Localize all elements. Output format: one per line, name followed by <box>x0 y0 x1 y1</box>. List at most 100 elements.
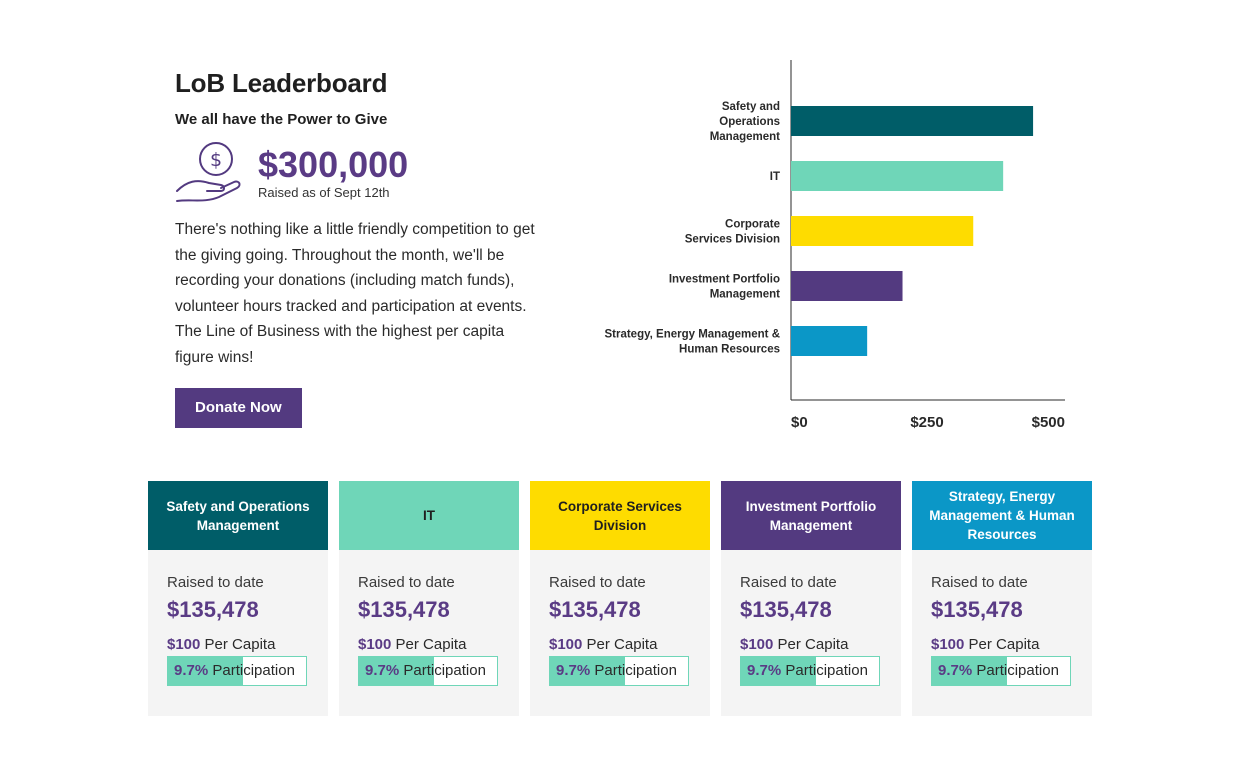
bar <box>791 271 903 301</box>
category-label-line: Services Division <box>685 234 780 246</box>
per-capita: $100 Per Capita <box>167 636 309 653</box>
per-capita-value: $100 <box>549 636 583 653</box>
raised-label: Raised to date <box>740 574 837 591</box>
participation-fill <box>168 657 243 685</box>
category-label-line: Investment Portfolio <box>669 274 780 286</box>
participation-label: Participation <box>212 662 295 679</box>
per-capita: $100 Per Capita <box>358 636 500 653</box>
per-capita-label: Per Capita <box>586 636 658 653</box>
raised-label: Raised to date <box>931 574 1028 591</box>
card-header: Safety and Operations Management <box>148 481 328 550</box>
participation-bar: 9.7% Participation <box>931 656 1071 686</box>
participation-value: 9.7% <box>747 662 782 679</box>
participation-text: 9.7% Participation <box>550 657 688 685</box>
lob-cards: Safety and Operations Management Raised t… <box>148 481 1092 716</box>
lob-card: Strategy, Energy Management & Human Reso… <box>912 481 1092 716</box>
participation-label: Participation <box>403 662 486 679</box>
card-body: Raised to date $135,478 $100 Per Capita 9.7… <box>339 550 519 686</box>
per-capita-value: $100 <box>740 636 774 653</box>
per-capita-label: Per Capita <box>968 636 1040 653</box>
category-label-line: IT <box>770 171 780 183</box>
category-label-line: Corporate <box>725 219 780 231</box>
page-title: LoB Leaderboard <box>175 68 388 98</box>
participation-text: 9.7% Participation <box>168 657 306 685</box>
x-tick-label: $500 <box>1032 414 1065 431</box>
category-label-line: Management <box>710 131 780 143</box>
bar <box>791 326 868 356</box>
bar <box>791 161 1004 191</box>
raised-label: Raised to date <box>358 574 455 591</box>
hand-coin-icon: $ <box>176 142 241 202</box>
participation-label: Participation <box>976 662 1059 679</box>
page-subtitle: We all have the Power to Give <box>175 111 388 128</box>
leaderboard-bar-chart: Safety and Operations Management IT Corporat… <box>604 60 1065 431</box>
participation-fill <box>550 657 625 685</box>
svg-text:$: $ <box>210 149 222 171</box>
raised-label: Raised to date <box>549 574 646 591</box>
participation-text: 9.7% Participation <box>359 657 497 685</box>
raised-value: $135,478 <box>167 597 259 622</box>
participation-value: 9.7% <box>938 662 973 679</box>
intro-section: LoB Leaderboard We all have the Power to… <box>175 68 545 428</box>
category-label: IT <box>770 171 780 183</box>
lob-card: Corporate Services Division Raised to dat… <box>530 481 710 716</box>
x-tick-label: $250 <box>910 414 943 431</box>
donate-button[interactable]: Donate Now <box>175 387 302 428</box>
participation-bar: 9.7% Participation <box>167 656 307 686</box>
per-capita-label: Per Capita <box>395 636 467 653</box>
lob-card: Investment Portfolio Management Raised to… <box>721 481 901 716</box>
card-body: Raised to date $135,478 $100 Per Capita 9.7… <box>530 550 710 686</box>
category-label: Strategy, Energy Management & Human Resou… <box>604 329 780 356</box>
participation-label: Participation <box>785 662 868 679</box>
total-amount: $300,000 <box>258 144 409 185</box>
category-label-line: Operations <box>719 116 780 128</box>
amount-caption: Raised as of Sept 12th <box>258 185 390 200</box>
card-header: IT <box>339 481 519 550</box>
participation-value: 9.7% <box>556 662 591 679</box>
category-label-line: Management <box>710 289 780 301</box>
per-capita-label: Per Capita <box>204 636 276 653</box>
participation-bar: 9.7% Participation <box>358 656 498 686</box>
participation-bar: 9.7% Participation <box>549 656 689 686</box>
raised-value: $135,478 <box>549 597 641 622</box>
participation-value: 9.7% <box>365 662 400 679</box>
card-header: Corporate Services Division <box>530 481 710 550</box>
description: There's nothing like a little friendly c… <box>175 221 535 366</box>
participation-fill <box>932 657 1007 685</box>
per-capita-label: Per Capita <box>777 636 849 653</box>
per-capita: $100 Per Capita <box>740 636 882 653</box>
category-label: Safety and Operations Management <box>710 101 780 143</box>
participation-fill <box>741 657 816 685</box>
card-body: Raised to date $135,478 $100 Per Capita 9.7… <box>912 550 1092 686</box>
bar <box>791 106 1034 136</box>
raised-value: $135,478 <box>358 597 450 622</box>
card-header: Strategy, Energy Management & Human Reso… <box>912 481 1092 550</box>
x-tick-label: $0 <box>791 414 808 431</box>
participation-bar: 9.7% Participation <box>740 656 880 686</box>
participation-fill <box>359 657 434 685</box>
category-label-line: Safety and <box>722 101 780 113</box>
card-header: Investment Portfolio Management <box>721 481 901 550</box>
amount-row: $ $300,000 Raised as of Sept 12th <box>175 141 545 205</box>
card-body: Raised to date $135,478 $100 Per Capita 9.7… <box>148 550 328 686</box>
participation-text: 9.7% Participation <box>741 657 879 685</box>
participation-text: 9.7% Participation <box>932 657 1070 685</box>
category-label: Investment Portfolio Management <box>669 274 780 301</box>
lob-card: IT Raised to date $135,478 $100 Per Capita 9… <box>339 481 519 716</box>
lob-card: Safety and Operations Management Raised t… <box>148 481 328 716</box>
per-capita: $100 Per Capita <box>931 636 1073 653</box>
category-label-line: Strategy, Energy Management & <box>604 329 780 341</box>
participation-label: Participation <box>594 662 677 679</box>
per-capita-value: $100 <box>931 636 965 653</box>
per-capita: $100 Per Capita <box>549 636 691 653</box>
per-capita-value: $100 <box>167 636 201 653</box>
category-label: Corporate Services Division <box>685 219 780 246</box>
participation-value: 9.7% <box>174 662 209 679</box>
card-body: Raised to date $135,478 $100 Per Capita 9.7… <box>721 550 901 686</box>
bar <box>791 216 974 246</box>
amount-block: $300,000 Raised as of Sept 12th <box>258 141 409 201</box>
raised-value: $135,478 <box>931 597 1023 622</box>
per-capita-value: $100 <box>358 636 392 653</box>
category-label-line: Human Resources <box>679 344 780 356</box>
raised-label: Raised to date <box>167 574 264 591</box>
